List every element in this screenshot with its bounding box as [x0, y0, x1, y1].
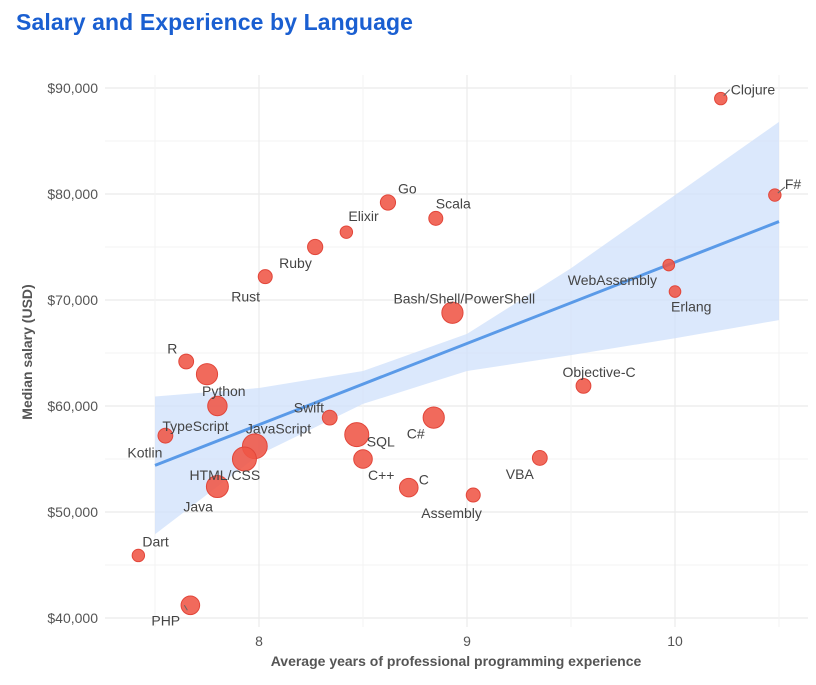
point-webassembly[interactable] — [662, 258, 676, 272]
point-typescript[interactable] — [207, 395, 228, 417]
y-tick-label: $40,000 — [47, 610, 98, 626]
label-java: Java — [183, 499, 213, 515]
label-elixir: Elixir — [348, 208, 379, 224]
point-swift[interactable] — [321, 409, 338, 426]
label-html-css: HTML/CSS — [189, 467, 260, 483]
point-sql[interactable] — [344, 422, 370, 448]
label-kotlin: Kotlin — [127, 445, 162, 461]
label-webassembly: WebAssembly — [568, 272, 657, 288]
label-python: Python — [202, 383, 246, 399]
axis-ticks: $40,000 $50,000 $60,000 $70,000 $80,000 $90,0… — [47, 80, 683, 649]
point-dart[interactable] — [131, 548, 146, 563]
point-java[interactable] — [205, 475, 229, 499]
point-ruby[interactable] — [307, 238, 324, 256]
label-c-: C# — [407, 426, 425, 442]
y-tick-label: $90,000 — [47, 80, 98, 96]
point-labels: Clojure F# Go Scala Elixir Ruby Rust WebAssembl… — [127, 82, 801, 629]
x-tick-label: 9 — [463, 633, 471, 649]
point-elixir[interactable] — [339, 225, 354, 239]
point-php[interactable] — [180, 595, 201, 616]
label-r: R — [167, 340, 177, 356]
label-leader — [183, 605, 188, 611]
y-tick-label: $70,000 — [47, 292, 98, 308]
point-python[interactable] — [195, 363, 219, 386]
label-vba: VBA — [506, 466, 535, 482]
chart-title: Salary and Experience by Language — [16, 9, 414, 35]
label-f-: F# — [785, 176, 802, 192]
point-r[interactable] — [178, 353, 195, 370]
label-typescript: TypeScript — [162, 418, 228, 434]
label-leader — [777, 186, 786, 194]
point-assembly[interactable] — [465, 487, 481, 503]
point-rust[interactable] — [257, 269, 273, 285]
point-f-[interactable] — [768, 188, 782, 202]
x-tick-label: 10 — [667, 633, 683, 649]
data-points — [131, 91, 782, 616]
point-c[interactable] — [398, 477, 419, 498]
y-tick-label: $80,000 — [47, 186, 98, 202]
label-php: PHP — [151, 612, 180, 628]
label-sql: SQL — [367, 434, 395, 450]
label-bash-shell-powershell: Bash/Shell/PowerShell — [393, 291, 535, 307]
y-axis-title: Median salary (USD) — [19, 284, 35, 419]
label-c: C — [419, 472, 429, 488]
point-vba[interactable] — [531, 450, 548, 466]
label-swift: Swift — [294, 400, 324, 416]
label-go: Go — [398, 180, 417, 196]
label-objective-c: Objective-C — [562, 364, 635, 380]
label-leader — [723, 89, 731, 96]
label-dart: Dart — [142, 533, 169, 549]
label-scala: Scala — [436, 195, 471, 211]
point-go[interactable] — [379, 194, 397, 211]
point-c-[interactable] — [353, 449, 373, 469]
label-javascript: JavaScript — [246, 420, 311, 436]
point-bash-shell-powershell[interactable] — [441, 301, 464, 324]
x-axis-title: Average years of professional programmin… — [271, 653, 642, 669]
label-assembly: Assembly — [421, 505, 482, 521]
y-tick-label: $50,000 — [47, 504, 98, 520]
trend-line — [154, 220, 780, 467]
label-rust: Rust — [231, 289, 260, 305]
label-clojure: Clojure — [731, 82, 776, 98]
point-c-[interactable] — [422, 406, 445, 429]
label-c-: C++ — [368, 467, 394, 483]
point-kotlin[interactable] — [157, 427, 174, 444]
label-ruby: Ruby — [279, 255, 312, 271]
x-tick-label: 8 — [255, 633, 263, 649]
point-erlang[interactable] — [668, 285, 682, 298]
y-tick-label: $60,000 — [47, 398, 98, 414]
point-html-css[interactable] — [231, 446, 257, 472]
label-erlang: Erlang — [671, 299, 711, 315]
point-scala[interactable] — [428, 210, 444, 226]
confidence-band — [155, 121, 779, 535]
point-objective-c[interactable] — [575, 377, 592, 394]
